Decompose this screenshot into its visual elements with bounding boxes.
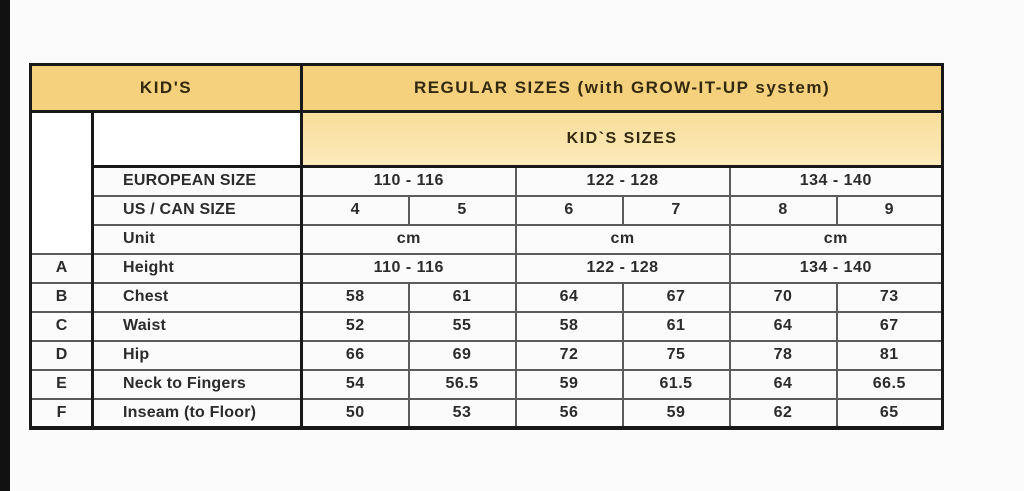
value-cell: 7 bbox=[621, 194, 731, 226]
value-cell: 61.5 bbox=[621, 368, 731, 400]
row-letter: E bbox=[29, 368, 94, 400]
value-cell: 54 bbox=[300, 368, 410, 400]
row-letter: C bbox=[29, 310, 94, 342]
value-cell: 69 bbox=[407, 339, 517, 371]
table-row-unit: Unit cm cm cm bbox=[31, 223, 944, 255]
row-label: EUROPEAN SIZE bbox=[91, 165, 304, 197]
value-cell: 9 bbox=[835, 194, 944, 226]
value-cell: 52 bbox=[300, 310, 410, 342]
value-cell: 53 bbox=[407, 397, 517, 429]
value-cell: 50 bbox=[300, 397, 410, 429]
value-cell: 56 bbox=[514, 397, 624, 429]
value-cell: 64 bbox=[728, 310, 838, 342]
value-cell: 61 bbox=[407, 281, 517, 313]
row-letter: F bbox=[29, 397, 94, 429]
table-row-height: A Height 110 - 116 122 - 128 134 - 140 bbox=[29, 252, 944, 284]
value-cell: 66 bbox=[300, 339, 410, 371]
kids-sizes-subheader: KID`S SIZES bbox=[300, 110, 944, 168]
value-cell: 78 bbox=[728, 339, 838, 371]
left-black-bar bbox=[0, 0, 10, 491]
main-header: REGULAR SIZES (with GROW-IT-UP system) bbox=[300, 63, 944, 113]
row-label: Chest bbox=[91, 281, 304, 313]
row-label: Inseam (to Floor) bbox=[91, 397, 304, 429]
table-row-us-can-size: US / CAN SIZE 4 5 6 7 8 9 bbox=[31, 194, 944, 226]
value-cell: 61 bbox=[621, 310, 731, 342]
table-row-neck-to-fingers: E Neck to Fingers 54 56.5 59 61.5 64 66.… bbox=[29, 368, 944, 400]
value-cell: 134 - 140 bbox=[728, 252, 944, 284]
table-row-chest: B Chest 58 61 64 67 70 73 bbox=[29, 281, 944, 313]
header-row: KID'S REGULAR SIZES (with GROW-IT-UP sys… bbox=[29, 63, 944, 113]
row-label: Height bbox=[91, 252, 304, 284]
value-cell: 72 bbox=[514, 339, 624, 371]
value-cell: 4 bbox=[300, 194, 410, 226]
value-cell: 73 bbox=[835, 281, 944, 313]
table-row-hip: D Hip 66 69 72 75 78 81 bbox=[29, 339, 944, 371]
value-cell: 59 bbox=[621, 397, 731, 429]
row-label: Waist bbox=[91, 310, 304, 342]
row-label: Neck to Fingers bbox=[91, 368, 304, 400]
row-letter: A bbox=[29, 252, 94, 284]
value-cell: 64 bbox=[514, 281, 624, 313]
row-label: US / CAN SIZE bbox=[91, 194, 304, 226]
value-cell: 110 - 116 bbox=[300, 252, 517, 284]
value-cell: 59 bbox=[514, 368, 624, 400]
subheader-row: KID`S SIZES bbox=[29, 110, 944, 255]
value-cell: 75 bbox=[621, 339, 731, 371]
table-row-waist: C Waist 52 55 58 61 64 67 bbox=[29, 310, 944, 342]
table-row-inseam: F Inseam (to Floor) 50 53 56 59 62 65 bbox=[29, 397, 944, 429]
row-letter: D bbox=[29, 339, 94, 371]
value-cell: 67 bbox=[835, 310, 944, 342]
value-cell: 8 bbox=[728, 194, 838, 226]
value-cell: 64 bbox=[728, 368, 838, 400]
value-cell: 58 bbox=[300, 281, 410, 313]
value-cell: 110 - 116 bbox=[300, 165, 517, 197]
value-cell: 56.5 bbox=[407, 368, 517, 400]
value-cell: 62 bbox=[728, 397, 838, 429]
value-cell: 66.5 bbox=[835, 368, 944, 400]
value-cell: 81 bbox=[835, 339, 944, 371]
corner-header: KID'S bbox=[29, 63, 304, 113]
value-cell: 70 bbox=[728, 281, 838, 313]
empty-label-cell bbox=[91, 110, 304, 168]
row-letter: B bbox=[29, 281, 94, 313]
value-cell: cm bbox=[300, 223, 517, 255]
table-row-european-size: EUROPEAN SIZE 110 - 116 122 - 128 134 - … bbox=[31, 165, 944, 197]
value-cell: 65 bbox=[835, 397, 944, 429]
value-cell: 6 bbox=[514, 194, 624, 226]
value-cell: 67 bbox=[621, 281, 731, 313]
value-cell: 122 - 128 bbox=[514, 165, 731, 197]
value-cell: 58 bbox=[514, 310, 624, 342]
value-cell: 5 bbox=[407, 194, 517, 226]
value-cell: 55 bbox=[407, 310, 517, 342]
size-chart-table: KID'S REGULAR SIZES (with GROW-IT-UP sys… bbox=[29, 63, 945, 430]
value-cell: 134 - 140 bbox=[728, 165, 944, 197]
row-label: Hip bbox=[91, 339, 304, 371]
value-cell: cm bbox=[514, 223, 731, 255]
empty-letter-cell bbox=[29, 110, 94, 255]
value-cell: cm bbox=[728, 223, 944, 255]
value-cell: 122 - 128 bbox=[514, 252, 731, 284]
row-label: Unit bbox=[91, 223, 304, 255]
